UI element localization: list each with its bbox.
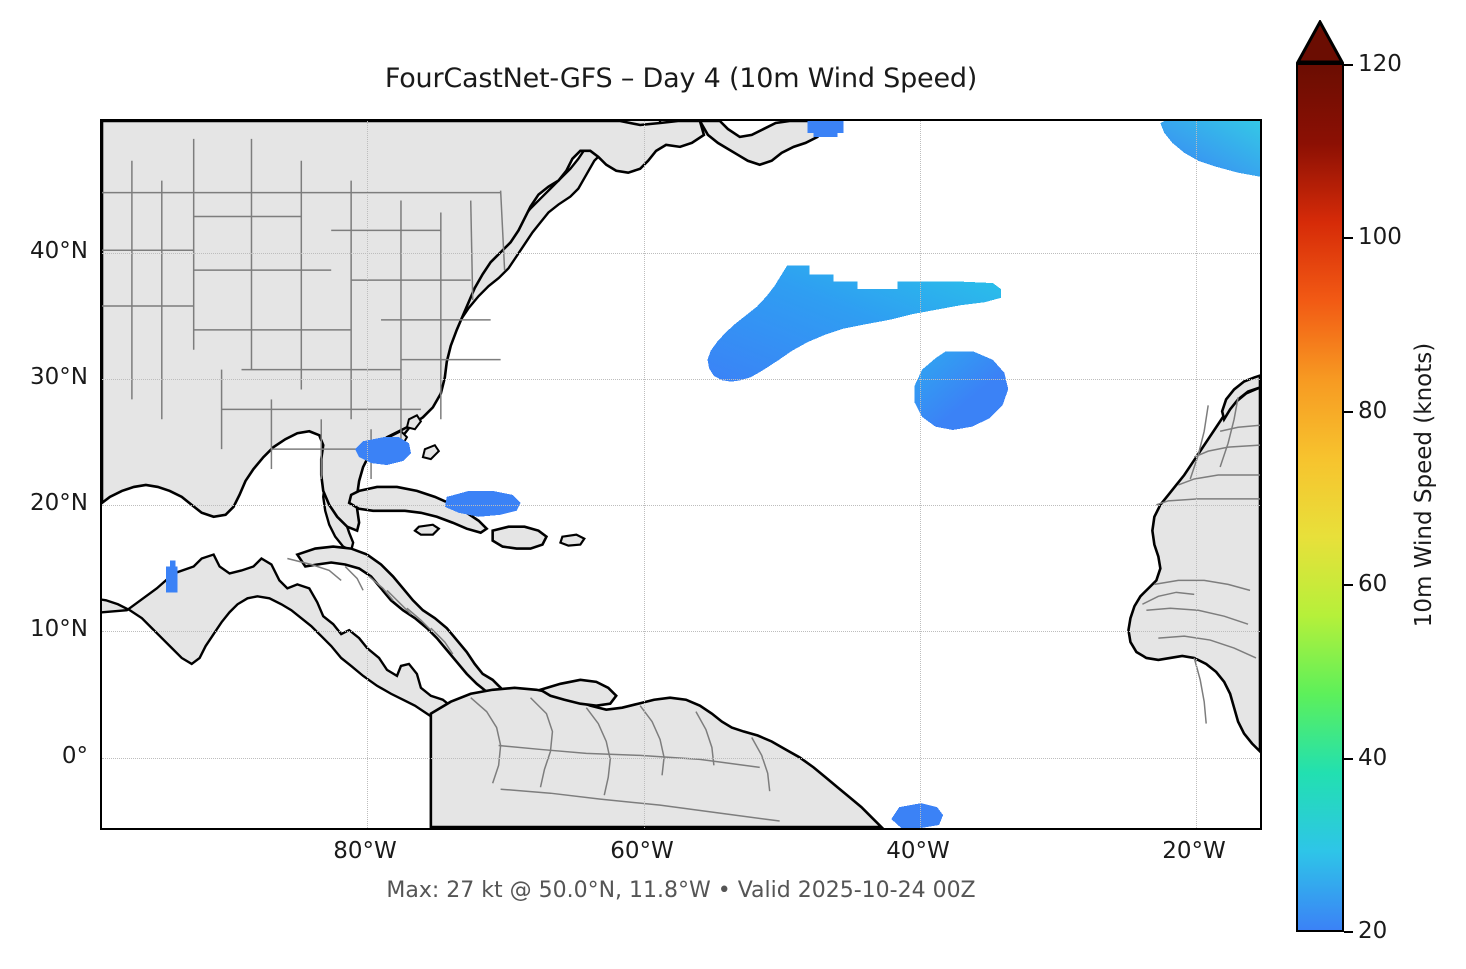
africa-west: [1127, 386, 1260, 754]
map-plot-area[interactable]: [100, 119, 1262, 830]
colorbar-axis-label: 10m Wind Speed (knots): [1404, 20, 1444, 950]
ytick-label-3: 10°N: [30, 616, 88, 642]
ytick-label-4: 0°: [61, 743, 88, 769]
wind-patch-bahamas: [355, 437, 411, 466]
ytick-label-1: 30°N: [30, 364, 88, 390]
wind-patch-tehuantepec-b: [169, 560, 176, 571]
map-canvas: [102, 121, 1260, 828]
xtick-label-0: 80°W: [333, 838, 397, 864]
gridline-lon-20w: [1196, 121, 1197, 828]
wind-patch-tehuantepec: [165, 566, 178, 593]
status-caption: Max: 27 kt @ 50.0°N, 11.8°W • Valid 2025…: [386, 878, 976, 903]
gridline-lat-0: [102, 758, 1260, 759]
wind-patch-northeast-atlantic: [1160, 121, 1260, 177]
ytick-label-0: 40°N: [30, 238, 88, 264]
iberia-morocco: [1220, 374, 1260, 423]
gridline-lat-20n: [102, 505, 1260, 506]
colorbar-extend-max-arrow: [1296, 20, 1344, 64]
ytick-label-2: 20°N: [30, 490, 88, 516]
newfoundland-labrador: [698, 121, 826, 167]
wind-patch-equatorial: [891, 803, 944, 828]
colorbar-axis-label-text: 10m Wind Speed (knots): [1411, 342, 1437, 628]
colorbar-tick-60: [1344, 584, 1353, 586]
gridline-lat-40n: [102, 253, 1260, 254]
wind-patch-north-atlantic: [707, 265, 1001, 382]
continent-shapes: [102, 121, 1260, 828]
puerto-rico: [559, 533, 586, 547]
wind-patch-north-atlantic-tail: [914, 351, 1009, 430]
gridline-lon-40w: [920, 121, 921, 828]
colorbar-tick-120: [1344, 64, 1353, 66]
xtick-label-3: 20°W: [1162, 838, 1226, 864]
gridline-lat-10n: [102, 631, 1260, 632]
xtick-label-2: 40°W: [886, 838, 950, 864]
colorbar-tick-20: [1344, 931, 1353, 933]
page-title: FourCastNet-GFS – Day 4 (10m Wind Speed): [384, 63, 978, 94]
wind-patch-north-edge-b: [813, 121, 838, 137]
colorbar[interactable]: 120 100 80 60 40 20 10m Wind Speed (knot…: [1296, 20, 1466, 950]
colorbar-label-100: 100: [1358, 224, 1402, 250]
admin-borders: [102, 138, 1260, 822]
colorbar-tick-80: [1344, 411, 1353, 413]
colorbar-label-120: 120: [1358, 51, 1402, 77]
jamaica: [413, 523, 441, 536]
colorbar-label-40: 40: [1358, 745, 1388, 771]
colorbar-tick-100: [1344, 237, 1353, 239]
gridline-lon-60w: [644, 121, 645, 828]
gridline-lat-30n: [102, 379, 1260, 380]
xtick-label-1: 60°W: [610, 838, 674, 864]
wind-speed-field: [165, 121, 1260, 828]
colorbar-label-60: 60: [1358, 571, 1388, 597]
hispaniola: [491, 525, 549, 550]
colorbar-label-20: 20: [1358, 918, 1388, 944]
north-america-mass: [102, 121, 706, 533]
colorbar-label-80: 80: [1358, 398, 1388, 424]
gridline-lon-80w: [367, 121, 368, 828]
cuba: [347, 485, 489, 535]
colorbar-gradient[interactable]: [1296, 63, 1344, 932]
venezuela-coast: [537, 678, 618, 707]
colorbar-tick-40: [1344, 758, 1353, 760]
colorbar-gradient-fill: [1298, 65, 1342, 930]
wind-patch-hispaniola-north: [444, 490, 521, 517]
